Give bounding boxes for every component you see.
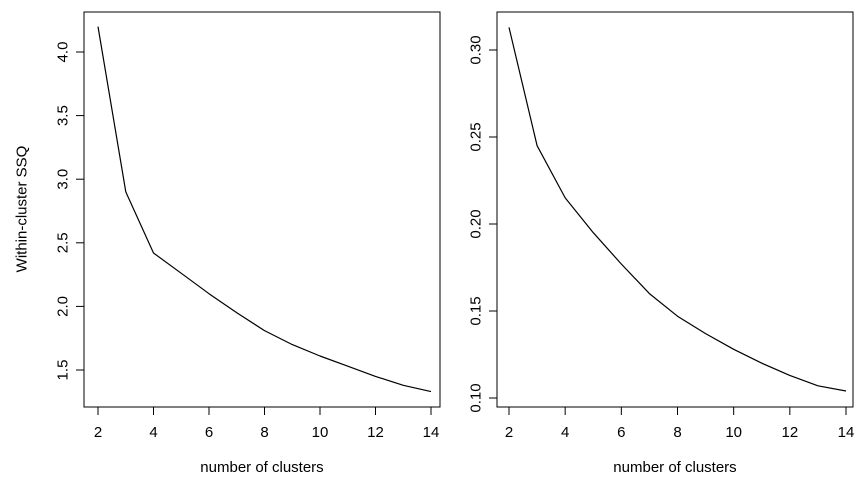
x-tick-label: 4 [149,424,157,441]
chart-panel-2: 2 4 6 8 10 12 14 0.10 0.15 0.20 0.25 0.30 number of … [468,11,855,476]
x-tick-label: 2 [505,424,513,441]
chart-panel-1: 2 4 6 8 10 12 14 1.5 2.0 2.5 3.0 3.5 4.0 number of cl… [14,11,441,476]
plot-frame [496,11,854,408]
y-tick-label: 3.0 [55,169,72,190]
x-axis-label: number of clusters [613,459,736,476]
x-tick-label: 12 [367,424,384,441]
y-tick-label: 0.10 [468,383,485,412]
series-line [508,27,847,392]
x-tick-label: 2 [94,424,102,441]
x-tick-label: 8 [260,424,268,441]
x-tick-label: 10 [725,424,742,441]
plot-frame [83,11,441,408]
y-tick-label: 0.30 [468,35,485,64]
x-tick-label: 6 [617,424,625,441]
x-tick-label: 8 [673,424,681,441]
x-tick-label: 4 [561,424,569,441]
y-tick-label: 0.25 [468,122,485,151]
y-tick-label: 3.5 [55,105,72,126]
y-tick-label: 4.0 [55,42,72,63]
y-axis-label: Within-cluster SSQ [14,146,31,273]
series-line [97,26,432,393]
y-tick-label: 2.5 [55,232,72,253]
x-tick-label: 10 [312,424,329,441]
x-tick-label: 14 [838,424,855,441]
y-tick-label: 1.5 [55,360,72,381]
x-tick-label: 6 [205,424,213,441]
x-axis-label: number of clusters [200,459,323,476]
y-tick-label: 0.20 [468,209,485,238]
x-tick-label: 14 [423,424,440,441]
x-tick-label: 12 [781,424,798,441]
y-tick-label: 2.0 [55,296,72,317]
y-tick-label: 0.15 [468,296,485,325]
